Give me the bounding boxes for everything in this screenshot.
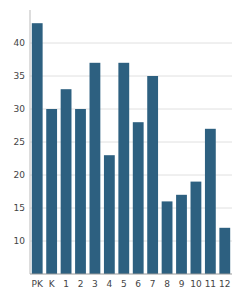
grid-line — [30, 208, 232, 209]
x-tick-label: 7 — [150, 279, 156, 289]
y-tick-label: 10 — [14, 236, 26, 246]
y-grid — [30, 43, 232, 241]
y-tick-label: 35 — [14, 71, 25, 81]
x-tick-label: 11 — [205, 279, 216, 289]
x-tick-label: 10 — [190, 279, 202, 289]
bar — [162, 201, 173, 274]
grid-line — [30, 109, 232, 110]
bar — [205, 129, 216, 274]
grid-line — [30, 142, 232, 143]
x-tick-label: 5 — [121, 279, 127, 289]
bar — [176, 195, 187, 274]
bar — [61, 89, 72, 274]
y-axis-line — [30, 10, 31, 274]
bar — [90, 63, 101, 274]
y-tick-label: 30 — [14, 104, 26, 114]
x-tick-label: 9 — [179, 279, 185, 289]
bar — [219, 228, 230, 274]
bar — [46, 109, 57, 274]
bar — [191, 182, 202, 274]
y-tick-label: 25 — [14, 137, 25, 147]
x-tick-label: 2 — [78, 279, 84, 289]
y-tick-label: 40 — [14, 38, 26, 48]
grid-line — [30, 241, 232, 242]
bars — [32, 23, 230, 274]
chart-container: 10152025303540PKK123456789101112 — [0, 0, 240, 296]
x-tick-label: 8 — [164, 279, 170, 289]
y-tick-label: 20 — [14, 170, 26, 180]
x-tick-label: 12 — [219, 279, 230, 289]
bar — [147, 76, 158, 274]
grid-line — [30, 76, 232, 77]
grid-line — [30, 175, 232, 176]
x-tick-label: 3 — [92, 279, 98, 289]
y-tick-label: 15 — [14, 203, 25, 213]
x-tick-label: 1 — [63, 279, 69, 289]
bar — [118, 63, 129, 274]
x-tick-label: PK — [32, 279, 44, 289]
chart: 10152025303540PKK123456789101112 — [0, 0, 240, 296]
grid-line — [30, 43, 232, 44]
bar — [133, 122, 144, 274]
bar — [104, 155, 115, 274]
x-tick-label: 6 — [135, 279, 141, 289]
bar — [75, 109, 86, 274]
x-axis-line — [30, 274, 232, 275]
x-tick-label: 4 — [106, 279, 112, 289]
x-tick-label: K — [49, 279, 56, 289]
bar — [32, 23, 43, 274]
